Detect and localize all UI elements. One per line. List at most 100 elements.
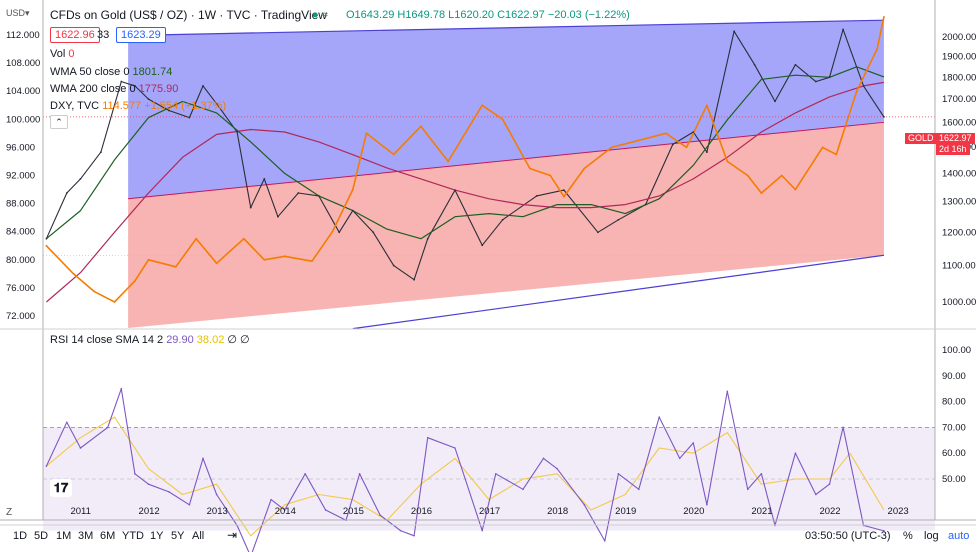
dxy-point-20 [501, 118, 504, 121]
wma50-label: WMA 50 close 0 [50, 66, 130, 78]
year-tick-2020: 2020 [683, 506, 704, 517]
gold-point-8 [188, 116, 191, 119]
gold-tick-1000: 1000.00 [942, 297, 976, 308]
gold-point-7 [168, 109, 170, 112]
rsi-value: 29.90 [166, 334, 194, 346]
gold-point-24 [481, 244, 484, 247]
dxy-tick-92: 92.000 [6, 171, 35, 182]
dxy-point-30 [726, 160, 729, 163]
tradingview-logo[interactable]: 𝟏𝟕 [50, 479, 72, 497]
gold-point-13 [263, 177, 266, 180]
gold-point-10 [215, 102, 218, 105]
rsi-point-26 [522, 488, 524, 491]
dxy-tick-104: 104.000 [6, 86, 40, 97]
usd-label[interactable]: USD▾ [6, 8, 30, 18]
year-tick-2017: 2017 [479, 506, 500, 517]
dxy-point-22 [549, 174, 552, 177]
dxy-tick-88: 88.000 [6, 199, 35, 210]
dxy-point-36 [835, 153, 838, 156]
log-toggle[interactable]: log [924, 530, 939, 542]
rsi-point-38 [746, 488, 749, 491]
timeframe-1y[interactable]: 1Y [150, 530, 164, 542]
gold-point-32 [692, 131, 695, 133]
gold-point-42 [883, 115, 885, 118]
gold-point-1 [65, 192, 68, 194]
rsi-point-22 [426, 436, 429, 439]
rsi-label: RSI 14 close SMA 14 2 [50, 334, 164, 346]
percent-toggle[interactable]: % [903, 530, 913, 542]
dxy-tick-76: 76.000 [6, 283, 35, 294]
rsi-point-8 [188, 504, 191, 506]
dxy-label: DXY, TVC [50, 100, 100, 112]
timeframe-1d[interactable]: 1D [13, 530, 28, 542]
dxy-tick-80: 80.000 [6, 255, 35, 266]
gold-tick-1200: 1200.00 [942, 227, 976, 238]
rsi-point-14 [283, 509, 286, 511]
timeframe-5d[interactable]: 5D [34, 530, 49, 542]
gold-point-27 [563, 189, 565, 192]
dxy-indicator[interactable]: DXY, TVC 114.577 +1.554 (+1.37%) [50, 99, 226, 113]
rsi-sma-line [46, 416, 885, 537]
dxy-point-19 [481, 104, 484, 107]
gold-tick-1700: 1700.00 [942, 94, 976, 105]
year-tick-2021: 2021 [751, 506, 772, 517]
dxy-point-9 [242, 237, 245, 240]
timeframe-ytd[interactable]: YTD [122, 530, 144, 542]
vol-indicator[interactable]: Vol 0 [50, 47, 74, 61]
rsi-point-33 [658, 416, 661, 418]
rsi-point-28 [556, 467, 558, 470]
wma50-indicator[interactable]: WMA 50 close 0 1801.74 [50, 65, 172, 79]
dxy-point-21 [528, 167, 531, 170]
gold-point-2 [79, 177, 82, 180]
rsi-point-19 [379, 514, 381, 516]
dxy-point-11 [283, 255, 286, 258]
dxy-point-38 [876, 48, 879, 50]
gold-point-36 [774, 100, 776, 103]
rsi-point-46 [883, 530, 885, 532]
gold-point-5 [134, 84, 136, 87]
gold-point-22 [426, 237, 429, 240]
timeframe-1m[interactable]: 1M [56, 530, 72, 542]
rsi-point-3 [106, 426, 109, 429]
rsi-indicator[interactable]: RSI 14 close SMA 14 2 29.90 38.02 ∅ ∅ [50, 333, 250, 347]
dxy-point-6 [174, 265, 177, 268]
timeframe-all[interactable]: All [192, 530, 205, 542]
year-tick-2019: 2019 [615, 506, 636, 517]
wma200-indicator[interactable]: WMA 200 close 0 1775.90 [50, 82, 178, 96]
z-toggle[interactable]: Z [6, 507, 13, 518]
dxy-point-8 [215, 262, 218, 265]
timeframe-6m[interactable]: 6M [100, 530, 116, 542]
clock[interactable]: 03:50:50 (UTC-3) [805, 530, 891, 542]
rsi-tick-70: 70.00 [942, 422, 966, 433]
rsi-point-37 [726, 390, 729, 393]
date-range-icon[interactable]: ⇥ [227, 528, 238, 542]
gold-point-0 [45, 237, 48, 240]
gold-point-19 [372, 231, 375, 234]
collapse-chevron-icon[interactable]: ⌃ [50, 115, 68, 129]
gold-point-40 [842, 28, 844, 31]
channel-upper-line [128, 19, 884, 37]
dxy-value: 114.577 +1.554 (+1.37%) [102, 100, 227, 112]
dxy-tick-112: 112.000 [6, 30, 40, 41]
timeframe-5y[interactable]: 5Y [171, 530, 185, 542]
dxy-point-3 [113, 301, 116, 303]
dxy-point-1 [72, 272, 75, 275]
timeframe-3m[interactable]: 3M [78, 530, 94, 542]
rsi-point-25 [495, 473, 497, 475]
gold-point-29 [617, 218, 620, 221]
rsi-tick-80: 80.00 [942, 397, 966, 408]
dxy-point-28 [685, 146, 688, 149]
auto-toggle[interactable]: auto [948, 530, 970, 542]
year-tick-2018: 2018 [547, 506, 568, 517]
gold-point-38 [814, 80, 817, 83]
year-tick-2023: 2023 [888, 506, 909, 517]
ask-price[interactable]: 1623.29 [116, 27, 166, 43]
gold-point-33 [705, 151, 708, 154]
dxy-tick-100: 100.000 [6, 114, 40, 125]
rsi-point-9 [202, 457, 204, 460]
rsi-point-36 [706, 504, 708, 506]
bid-price[interactable]: 1622.96 [50, 27, 100, 43]
gold-point-25 [501, 218, 504, 221]
gold-point-41 [862, 84, 865, 87]
